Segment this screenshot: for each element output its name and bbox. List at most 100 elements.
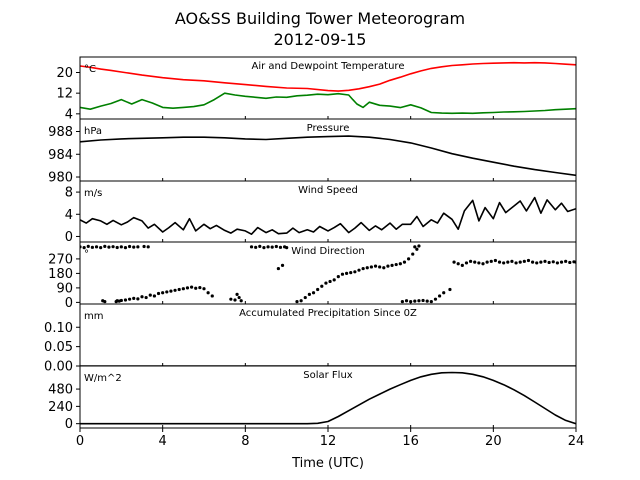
wind-direction-point [324, 281, 328, 285]
wind-direction-point [146, 245, 150, 249]
x-axis-tick-label: 12 [320, 434, 337, 449]
wind-direction-y-tick-label: 270 [48, 252, 73, 267]
wind-direction-point [421, 298, 425, 303]
wind-direction-point [543, 259, 547, 263]
wind-direction-point [270, 245, 274, 249]
wind-direction-point [173, 288, 177, 292]
wind-direction-point [82, 246, 86, 250]
air-and-dewpoint-temperature-title: Air and Dewpoint Temperature [252, 61, 405, 72]
wind-direction-point [328, 279, 332, 284]
pressure-title: Pressure [307, 123, 350, 134]
wind-direction-point [438, 294, 442, 298]
wind-direction-point [107, 245, 111, 249]
pressure-unit-label: hPa [84, 126, 102, 137]
wind-direction-point [413, 299, 417, 303]
solar-flux-y-tick-label: 240 [48, 400, 73, 415]
wind-direction-point [531, 260, 535, 264]
wind-direction-point [417, 244, 421, 248]
pressure-series-line-1 [80, 135, 576, 177]
wind-direction-point [165, 290, 169, 294]
wind-direction-point [429, 299, 433, 304]
x-axis: 0 4 8 12 16 20 24 [76, 428, 584, 449]
wind-direction-point [303, 295, 307, 300]
wind-direction-point [132, 245, 136, 249]
wind-direction-point [340, 272, 345, 276]
wind-direction-point [497, 260, 502, 264]
pressure-y-tick-label: 984 [48, 148, 73, 163]
solar-flux-unit-label: W/m^2 [84, 373, 122, 384]
wind-direction-point [559, 260, 564, 264]
wind-direction-point [299, 299, 303, 303]
accumulated-precipitation-since-0z-y-tick-label: 0.10 [44, 321, 73, 336]
wind-direction-point [425, 299, 429, 303]
accumulated-precipitation-since-0z-y-tick-label: 0.05 [44, 340, 73, 355]
wind-direction-point [190, 285, 194, 289]
wind-direction-point [90, 245, 94, 249]
wind-direction-point [369, 265, 373, 269]
wind-direction-point [119, 298, 123, 303]
wind-direction-point [485, 260, 489, 264]
wind-direction-point [452, 260, 456, 264]
wind-direction-point [144, 295, 148, 300]
wind-direction-point [311, 291, 316, 295]
wind-direction-point [411, 252, 415, 256]
wind-direction-point [99, 246, 103, 250]
air-and-dewpoint-temperature-series-line-2 [80, 92, 576, 115]
panel-air-and-dewpoint-temperature: 4 12 20 Air and Dewpoint Temperature °C [56, 56, 577, 122]
wind-direction-point [514, 261, 518, 265]
accumulated-precipitation-since-0z-unit-label: mm [84, 311, 103, 322]
accumulated-precipitation-since-0z-y-tick-label: 0.00 [44, 360, 73, 375]
wind-direction-point [464, 261, 469, 265]
x-axis-tick-label: 20 [485, 434, 502, 449]
wind-direction-point [210, 294, 214, 298]
wind-direction-point [206, 291, 210, 295]
wind-direction-point [258, 244, 262, 248]
figure-title-line1: AO&SS Building Tower Meteorogram [175, 9, 465, 28]
wind-direction-point [148, 293, 152, 297]
wind-direction-point [378, 265, 382, 269]
x-axis-tick-label: 4 [159, 434, 167, 449]
wind-speed-y-tick-label: 8 [65, 186, 73, 201]
wind-direction-point [373, 264, 378, 268]
air-and-dewpoint-temperature-y-tick-label: 12 [56, 87, 73, 102]
wind-direction-point [202, 287, 206, 291]
wind-direction-point [278, 245, 283, 249]
wind-direction-point [239, 299, 243, 303]
wind-direction-point [169, 289, 173, 293]
x-axis-tick-label: 0 [76, 434, 84, 449]
wind-direction-point [489, 259, 493, 263]
wind-direction-point [417, 299, 421, 303]
wind-direction-point [442, 291, 446, 295]
wind-speed-unit-label: m/s [84, 188, 102, 199]
accumulated-precipitation-since-0z-title: Accumulated Precipitation Since 0Z [239, 308, 417, 319]
wind-direction-point [132, 296, 136, 300]
solar-flux-y-tick-label: 480 [48, 383, 73, 398]
wind-direction-point [336, 275, 340, 279]
wind-direction-point [473, 260, 477, 264]
wind-direction-point [276, 266, 280, 271]
wind-direction-point [254, 245, 258, 249]
air-and-dewpoint-temperature-y-tick-label: 4 [65, 107, 73, 122]
panel-accumulated-precipitation-since-0z: 0.00 0.05 0.10 Accumulated Precipitation Si… [44, 303, 577, 375]
wind-speed-y-tick-label: 0 [65, 230, 73, 245]
wind-direction-point [111, 245, 115, 249]
wind-direction-point [404, 299, 409, 303]
wind-direction-point [415, 247, 419, 251]
pressure-y-tick-label: 980 [48, 171, 73, 186]
wind-direction-point [136, 245, 140, 249]
wind-direction-point [502, 261, 506, 265]
wind-direction-point [235, 292, 239, 296]
wind-direction-point [119, 245, 123, 249]
wind-direction-point [316, 287, 320, 292]
panel-pressure: 980 984 988 Pressure hPa [48, 118, 577, 186]
wind-direction-point [564, 259, 568, 263]
wind-direction-point [456, 262, 460, 266]
wind-direction-point [140, 295, 144, 299]
wind-speed-title: Wind Speed [298, 185, 358, 196]
wind-direction-point [481, 262, 485, 266]
wind-direction-point [266, 245, 270, 249]
wind-direction-point [551, 260, 555, 264]
pressure-y-tick-label: 988 [48, 125, 73, 140]
wind-direction-point [400, 299, 404, 304]
solar-flux-y-tick-label: 0 [65, 417, 73, 432]
